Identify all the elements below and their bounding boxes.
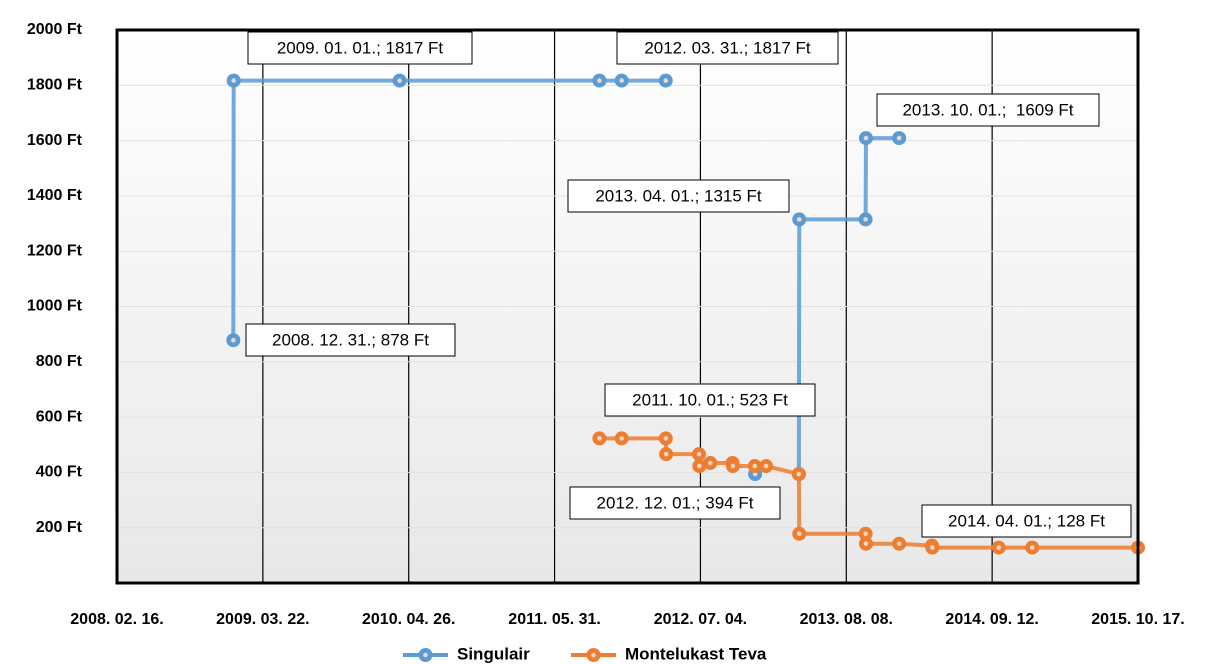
annotation-box: [616, 31, 839, 65]
x-tick-label: 2012. 07. 04.: [654, 611, 747, 628]
point-center: [796, 471, 802, 477]
point-center: [397, 78, 402, 83]
annotation: 2012. 12. 01.; 394 Ft: [597, 493, 754, 512]
annotation: 2014. 04. 01.; 128 Ft: [948, 511, 1105, 530]
x-tick-label: 2015. 10. 17.: [1091, 611, 1184, 628]
legend-label: Montelukast Teva: [625, 644, 767, 663]
legend-label: Singulair: [457, 644, 530, 663]
x-tick-label: 2014. 09. 12.: [945, 611, 1038, 628]
point-center: [896, 135, 902, 141]
point-center: [597, 78, 602, 83]
plot-border: [115, 28, 1140, 585]
point-center: [730, 463, 736, 469]
y-tick-label: 600 Ft: [36, 408, 83, 425]
point-center: [863, 541, 869, 547]
x-tick-label: 2008. 02. 16.: [70, 611, 163, 628]
point-center: [863, 135, 869, 141]
y-tick-label: 1400 Ft: [27, 187, 83, 204]
point-center: [863, 531, 868, 537]
point-center: [231, 337, 236, 343]
x-tick-label: 2013. 08. 08.: [800, 611, 893, 628]
annotation: 2013. 04. 01.; 1315 Ft: [595, 186, 762, 205]
point-center: [796, 217, 802, 222]
y-tick-label: 1800 Ft: [27, 77, 83, 94]
series-markers: [226, 73, 1145, 555]
x-tick-label: 2010. 04. 26.: [362, 611, 455, 628]
point-center: [697, 463, 702, 469]
legend-marker-center: [423, 652, 428, 658]
point-center: [1029, 545, 1035, 550]
point-center: [996, 545, 1002, 550]
y-tick-label: 800 Ft: [36, 353, 83, 370]
annotation: 2008. 12. 31.; 878 Ft: [272, 330, 429, 349]
point-center: [696, 451, 702, 457]
x-tick-label: 2009. 03. 22.: [216, 611, 309, 628]
y-tick-label: 2000 Ft: [27, 21, 83, 38]
point-center: [619, 78, 624, 83]
annotation-box: [569, 486, 781, 520]
annotation: 2013. 10. 01.; 1609 Ft: [902, 100, 1073, 119]
annotation-box: [567, 179, 790, 213]
point-center: [896, 541, 902, 547]
point-center: [663, 436, 669, 441]
y-tick-label: 1000 Ft: [27, 298, 83, 315]
y-tick-label: 1200 Ft: [27, 242, 83, 259]
y-tick-label: 200 Ft: [36, 519, 83, 536]
point-center: [619, 436, 624, 441]
point-center: [663, 451, 669, 457]
legend-marker-center: [591, 652, 596, 658]
annotation-box: [604, 383, 816, 417]
annotation-box: [921, 504, 1132, 538]
annotation: 2011. 10. 01.; 523 Ft: [632, 390, 788, 409]
point-center: [597, 436, 602, 441]
point-center: [930, 545, 935, 550]
point-center: [752, 463, 758, 469]
point-center: [663, 78, 669, 83]
point-center: [863, 217, 868, 222]
point-center: [796, 531, 802, 537]
point-center: [231, 78, 236, 83]
annotation-box: [876, 93, 1100, 127]
y-tick-label: 400 Ft: [36, 464, 83, 481]
labels: 2008. 02. 16. 2009. 03. 22. 2010. 04. 26. 2…: [27, 21, 1185, 663]
point-center: [763, 463, 769, 469]
annotation: 2009. 01. 01.; 1817 Ft: [277, 38, 444, 57]
point-center: [707, 460, 713, 466]
x-tick-label: 2011. 05. 31.: [508, 611, 601, 628]
annotation-box: [247, 31, 473, 65]
annotation-box: [245, 323, 456, 357]
y-tick-label: 1600 Ft: [27, 132, 83, 149]
annotation: 2012. 03. 31.; 1817 Ft: [644, 38, 811, 57]
